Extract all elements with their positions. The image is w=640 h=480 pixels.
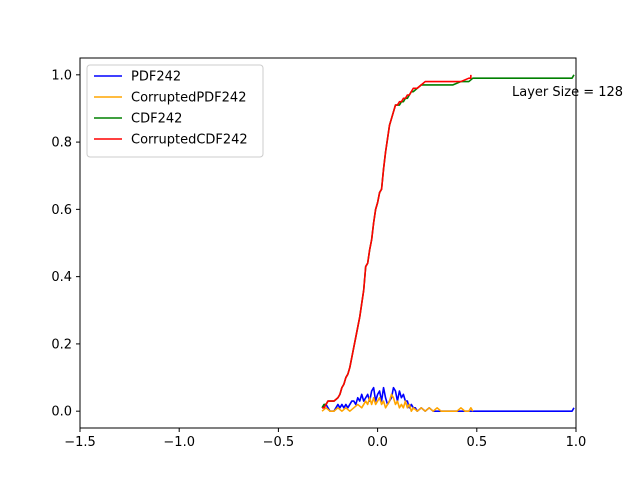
series-layer [321, 74, 575, 412]
y-tick-label: 0.0 [51, 405, 72, 420]
legend-box [86, 64, 264, 158]
x-tick-label: −0.5 [263, 435, 295, 450]
y-tick-label: 0.6 [51, 203, 72, 218]
y-axis: 0.0 0.2 0.4 0.6 0.8 1.0 [51, 68, 80, 420]
series-line-corruptedpdf242 [321, 393, 474, 412]
legend-label-corruptedpdf242: CorruptedPDF242 [131, 91, 246, 106]
legend-label-corruptedcdf242: CorruptedCDF242 [131, 133, 248, 148]
x-tick-label: 0.0 [367, 435, 388, 450]
series-line-pdf242 [321, 386, 575, 412]
y-tick-label: 0.4 [51, 270, 72, 285]
legend: PDF242 CorruptedPDF242 CDF242 CorruptedCDF2… [86, 64, 264, 158]
y-tick-label: 0.8 [51, 136, 72, 151]
x-tick-label: 1.0 [566, 435, 587, 450]
legend-label-cdf242: CDF242 [131, 112, 182, 127]
plot-frame [79, 57, 577, 429]
x-tick-label: −1.0 [163, 435, 195, 450]
legend-label-pdf242: PDF242 [131, 70, 181, 85]
x-tick-label: −1.5 [64, 435, 96, 450]
x-axis: −1.5 −1.0 −0.5 0.0 0.5 1.0 [64, 428, 586, 450]
series-line-corruptedcdf242 [322, 74, 472, 409]
y-tick-label: 1.0 [51, 68, 72, 83]
layer-size-annotation: Layer Size = 128 [512, 85, 623, 100]
y-tick-label: 0.2 [51, 337, 72, 352]
x-tick-label: 0.5 [466, 435, 487, 450]
